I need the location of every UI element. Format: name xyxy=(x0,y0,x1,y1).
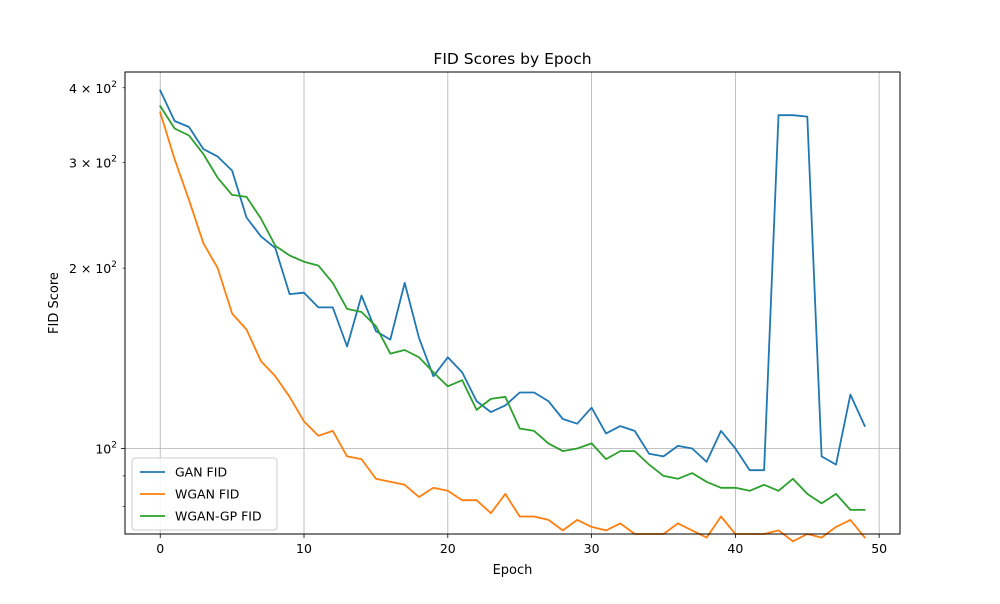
x-tick-label: 30 xyxy=(584,541,600,556)
y-axis-label: FID Score xyxy=(47,272,62,334)
legend-label-0: GAN FID xyxy=(175,465,227,480)
y-minor-tick-label: 3 × 102 xyxy=(69,155,117,171)
x-axis-label: Epoch xyxy=(493,563,533,578)
grid-lines xyxy=(125,72,900,534)
y-minor-tick-label: 4 × 102 xyxy=(69,80,117,96)
x-tick-label: 10 xyxy=(296,541,312,556)
x-tick-label: 40 xyxy=(727,541,743,556)
series-line-2 xyxy=(159,105,866,511)
legend-label-2: WGAN-GP FID xyxy=(175,509,262,524)
legend-label-1: WGAN FID xyxy=(175,487,239,502)
y-minor-tick-label: 2 × 102 xyxy=(69,260,117,276)
x-tick-label: 50 xyxy=(871,541,887,556)
series-line-0 xyxy=(159,89,866,472)
x-tick-label: 20 xyxy=(440,541,456,556)
x-tick-label: 0 xyxy=(156,541,164,556)
y-tick-label: 102 xyxy=(95,441,117,457)
plot-frame xyxy=(124,71,901,535)
legend: GAN FID WGAN FID WGAN-GP FID xyxy=(131,457,278,531)
axis-ticks: 0 10 20 30 40 50 102 2 × 102 3 × 102 4 × 102 xyxy=(69,80,887,556)
chart-title: FID Scores by Epoch xyxy=(433,50,591,68)
legend-box xyxy=(131,457,278,531)
